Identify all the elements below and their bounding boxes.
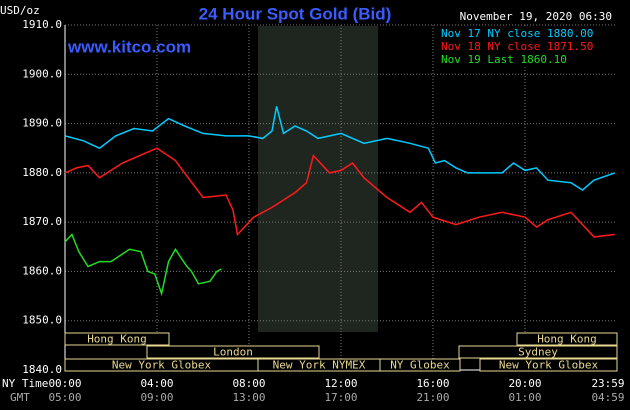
price-line: [64, 233, 222, 297]
y-tick-label: 1870.0: [22, 215, 62, 228]
x2-tick-label: 09:00: [140, 391, 173, 404]
session-label: Hong Kong: [87, 333, 147, 346]
x-tick-label: 16:00: [416, 377, 449, 390]
y-tick-label: 1880.0: [22, 166, 62, 179]
session-label: New York Globex: [499, 359, 599, 372]
session-label: London: [213, 346, 253, 359]
site-annotation: www.kitco.com: [67, 37, 191, 56]
x2-tick-label: 17:00: [324, 391, 357, 404]
chart-date: November 19, 2020 06:30: [460, 10, 612, 23]
ny-session-shade: [258, 26, 378, 332]
x2-tick-label: 04:59: [591, 391, 624, 404]
x-tick-label: 04:00: [140, 377, 173, 390]
legend-box: [438, 27, 618, 67]
x-tick-label: 08:00: [232, 377, 265, 390]
y-tick-label: 1860.0: [22, 264, 62, 277]
x2-tick-label: 13:00: [232, 391, 265, 404]
session-box: [458, 345, 618, 359]
price-line: [64, 106, 615, 192]
session-box: [516, 332, 618, 346]
x2-tick-label: 21:00: [416, 391, 449, 404]
y-tick-label: 1890.0: [22, 117, 62, 130]
y-tick-label: 1910.0: [22, 18, 62, 31]
chart-title: 24 Hour Spot Gold (Bid): [199, 4, 392, 23]
x2-axis-label: GMT: [10, 391, 30, 404]
x-tick-label: 12:00: [324, 377, 357, 390]
x-tick-label: 00:00: [48, 377, 81, 390]
session-label: Hong Kong: [537, 333, 597, 346]
session-label: New York Globex: [112, 359, 212, 372]
price-line: [64, 147, 615, 238]
x-tick-label: 20:00: [508, 377, 541, 390]
session-label: Sydney: [518, 346, 558, 359]
y-tick-label: 1840.0: [22, 363, 62, 376]
y-axis-label: USD/oz: [0, 4, 40, 17]
session-box: [64, 332, 170, 346]
session-box: [379, 358, 461, 372]
legend-entry: Nov 18 NY close 1871.50: [441, 40, 593, 53]
x2-tick-label: 05:00: [48, 391, 81, 404]
y-tick-label: 1850.0: [22, 314, 62, 327]
session-box: [479, 358, 618, 372]
legend-entry: Nov 19 Last 1860.10: [441, 53, 567, 66]
x-axis-label: NY Time: [2, 377, 48, 390]
x2-tick-label: 01:00: [508, 391, 541, 404]
legend-entry: Nov 17 NY close 1880.00: [441, 27, 593, 40]
y-tick-label: 1900.0: [22, 67, 62, 80]
x-tick-label: 23:59: [591, 377, 624, 390]
session-label: New York NYMEX: [273, 359, 366, 372]
session-box: [146, 345, 320, 359]
session-label: NY Globex: [390, 359, 450, 372]
